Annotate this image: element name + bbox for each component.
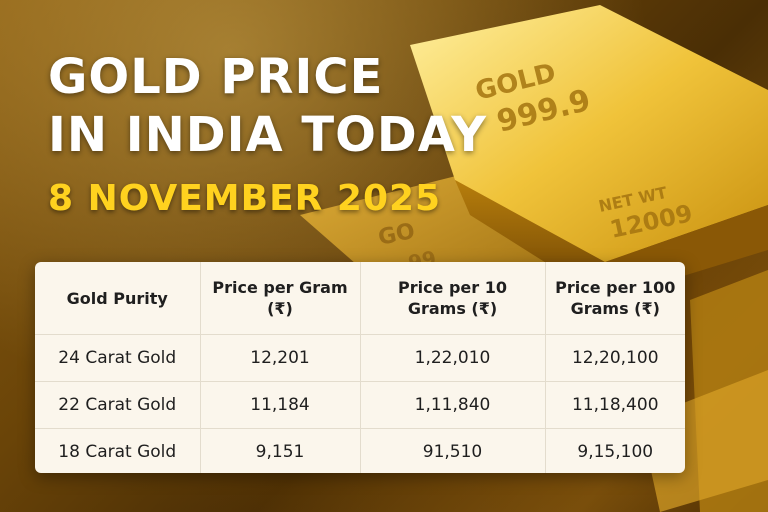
header-gold-purity: Gold Purity bbox=[66, 288, 168, 308]
price-100g-cell: 11,18,400 bbox=[544, 381, 685, 429]
purity-cell: 18 Carat Gold bbox=[35, 428, 200, 473]
header-price-per-100-grams: Price per 100 Grams (₹) bbox=[544, 262, 685, 335]
table-row: 22 Carat Gold 11,184 1,11,840 11,18,400 bbox=[35, 381, 685, 429]
purity-cell: 24 Carat Gold bbox=[35, 334, 200, 382]
price-100g-cell: 12,20,100 bbox=[544, 334, 685, 382]
gold-price-table: Gold Purity Price per Gram (₹) Price per… bbox=[35, 262, 685, 473]
table-row: 24 Carat Gold 12,201 1,22,010 12,20,100 bbox=[35, 334, 685, 382]
price-10g-cell: 1,22,010 bbox=[359, 334, 545, 382]
headline-line-2: IN INDIA TODAY bbox=[48, 107, 488, 163]
table-row: 18 Carat Gold 9,151 91,510 9,15,100 bbox=[35, 428, 685, 473]
headline-date: 8 NOVEMBER 2025 bbox=[48, 178, 442, 219]
price-gram-cell: 9,151 bbox=[199, 428, 360, 473]
header-price-per-gram: Price per Gram (₹) bbox=[199, 262, 360, 335]
price-10g-cell: 1,11,840 bbox=[359, 381, 545, 429]
lower-gold-bars bbox=[640, 270, 768, 512]
purity-cell: 22 Carat Gold bbox=[35, 381, 200, 429]
page-title: GOLD PRICE IN INDIA TODAY bbox=[48, 48, 487, 164]
gold-price-table-card: Gold Purity Price per Gram (₹) Price per… bbox=[35, 262, 685, 473]
header-price-per-10-grams: Price per 10 Grams (₹) bbox=[359, 262, 545, 335]
table-header-row: Gold Purity Price per Gram (₹) Price per… bbox=[35, 262, 685, 335]
price-gram-cell: 12,201 bbox=[199, 334, 360, 382]
price-gram-cell: 11,184 bbox=[199, 381, 360, 429]
price-10g-cell: 91,510 bbox=[359, 428, 545, 473]
price-100g-cell: 9,15,100 bbox=[544, 428, 685, 473]
headline-line-1: GOLD PRICE bbox=[48, 49, 384, 105]
